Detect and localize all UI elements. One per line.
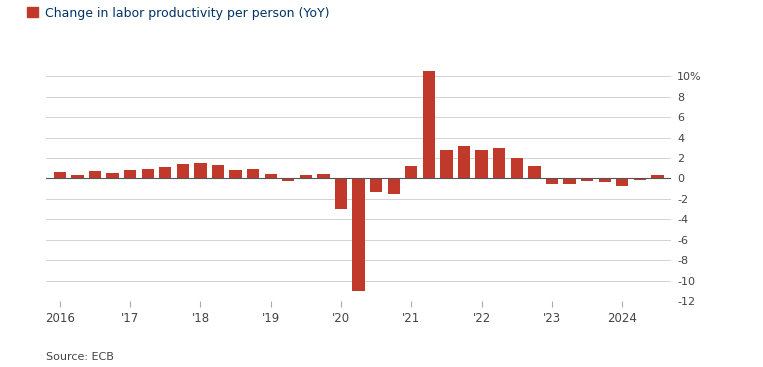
Bar [633,178,646,181]
Bar [265,174,277,178]
Bar [106,173,119,178]
Bar [212,165,224,178]
Bar [475,150,488,178]
Bar [159,167,172,178]
Bar [89,171,101,178]
Bar [388,178,400,194]
Bar [71,175,84,178]
Bar [195,163,207,178]
Bar [528,166,540,178]
Bar [493,148,505,178]
Bar [247,169,259,178]
Bar [616,178,629,186]
Bar [142,169,154,178]
Legend: Change in labor productivity per person (YoY): Change in labor productivity per person … [27,7,329,19]
Bar [53,172,66,178]
Bar [598,178,611,182]
Bar [353,178,365,291]
Bar [317,174,330,178]
Bar [440,150,452,178]
Bar [458,146,470,178]
Bar [405,166,417,178]
Bar [300,175,312,178]
Bar [177,164,189,178]
Bar [370,178,382,192]
Bar [124,170,137,178]
Bar [230,170,242,178]
Text: Source: ECB: Source: ECB [46,352,114,361]
Bar [652,175,664,178]
Bar [563,178,575,184]
Bar [282,178,295,181]
Bar [546,178,558,184]
Bar [581,178,594,181]
Bar [510,158,523,178]
Bar [335,178,347,209]
Bar [423,71,435,178]
